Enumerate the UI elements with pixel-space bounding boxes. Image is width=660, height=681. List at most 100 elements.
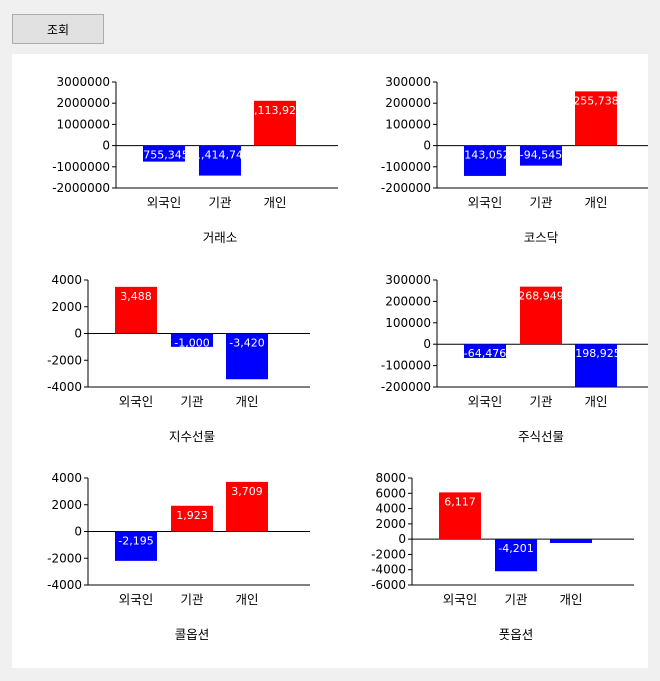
data-label: -198,925 — [571, 347, 620, 360]
y-tick-label: 6000 — [375, 486, 406, 500]
bar — [226, 481, 268, 532]
y-tick-label: 300000 — [385, 273, 431, 287]
category-label: 외국인 — [468, 195, 503, 210]
y-tick-label: 0 — [423, 139, 431, 153]
category-label: 외국인 — [119, 592, 154, 607]
y-tick-label: 2000000 — [57, 96, 110, 110]
y-tick-label: -100000 — [381, 359, 431, 373]
bar — [226, 333, 268, 380]
bar — [520, 286, 562, 345]
data-label: 1,923 — [176, 509, 208, 522]
query-button[interactable]: 조회 — [12, 14, 104, 44]
bar — [143, 145, 185, 162]
y-tick-label: 4000 — [375, 502, 406, 516]
y-tick-label: 100000 — [385, 117, 431, 131]
bar — [550, 539, 592, 543]
bar — [171, 505, 213, 532]
y-tick-label: -4000 — [47, 380, 82, 394]
bar — [115, 531, 157, 561]
y-tick-label: -2000000 — [52, 181, 110, 195]
chart-title: 코스닥 — [524, 230, 559, 245]
chart-5: 4000 2000 0 -2000 -4000 -2,195 외국인 1,923 기관 3,709… — [47, 471, 310, 642]
bar — [439, 492, 481, 540]
y-tick-label: -4000 — [371, 563, 406, 577]
y-tick-label: 1000000 — [57, 117, 110, 131]
data-label: 2,113,924 — [247, 104, 303, 117]
bar — [575, 344, 617, 387]
bar — [464, 145, 506, 176]
y-tick-label: -1000000 — [52, 160, 110, 174]
data-label: -3,420 — [229, 337, 264, 350]
y-tick-label: -2000 — [47, 353, 82, 367]
y-tick-label: 0 — [398, 532, 406, 546]
data-label: -143,052 — [460, 149, 509, 162]
y-tick-label: -2000 — [371, 547, 406, 561]
y-tick-label: 2000 — [51, 300, 82, 314]
y-tick-label: 3000000 — [57, 75, 110, 89]
data-label: -1,414,741 — [190, 149, 250, 162]
bar — [464, 344, 506, 358]
category-label: 기관 — [180, 394, 204, 409]
data-label: -94,545 — [520, 149, 562, 162]
category-label: 기관 — [504, 592, 528, 607]
data-label: 3,709 — [231, 485, 263, 498]
category-label: 기관 — [529, 394, 553, 409]
category-label: 개인 — [584, 195, 607, 210]
y-tick-label: -2000 — [47, 551, 82, 565]
chart-panel: 3000000 2000000 1000000 0 -1000000 -2000000 -7… — [12, 54, 648, 668]
data-label: -1,000 — [174, 337, 209, 350]
y-tick-label: -200000 — [381, 380, 431, 394]
category-label: 개인 — [235, 592, 258, 607]
y-tick-label: -100000 — [381, 160, 431, 174]
chart-3: 4000 2000 0 -2000 -4000 3,488 외국인 -1,000 기관 -3,42… — [47, 273, 310, 444]
bar — [254, 100, 296, 146]
category-label: 개인 — [584, 394, 607, 409]
bar — [199, 145, 241, 176]
y-tick-label: 0 — [74, 327, 82, 341]
category-label: 기관 — [529, 195, 553, 210]
category-label: 외국인 — [147, 195, 182, 210]
y-tick-label: 2000 — [51, 498, 82, 512]
chart-4: 300000 200000 100000 0 -100000 -200000 -64,476… — [381, 273, 648, 444]
y-tick-label: -6000 — [371, 578, 406, 592]
data-label: -755,345 — [139, 149, 188, 162]
y-tick-label: 0 — [102, 139, 110, 153]
category-label: 외국인 — [119, 394, 154, 409]
y-tick-label: 0 — [423, 337, 431, 351]
chart-2: 300000 200000 100000 0 -100000 -200000 -143,05… — [381, 75, 648, 245]
chart-title: 콜옵션 — [175, 627, 210, 642]
chart-title: 주식선물 — [518, 429, 564, 444]
y-tick-label: 300000 — [385, 75, 431, 89]
bar — [575, 91, 617, 146]
bar — [115, 286, 157, 334]
chart-title: 거래소 — [203, 230, 238, 245]
data-label: 3,488 — [120, 290, 152, 303]
data-label: 268,949 — [518, 290, 564, 303]
category-label: 개인 — [235, 394, 258, 409]
category-label: 기관 — [180, 592, 204, 607]
y-tick-label: -200000 — [381, 181, 431, 195]
data-label: -64,476 — [464, 347, 506, 360]
y-tick-label: -4000 — [47, 578, 82, 592]
y-tick-label: 4000 — [51, 471, 82, 485]
data-label: 255,738 — [573, 94, 619, 107]
y-tick-label: 4000 — [51, 273, 82, 287]
charts-canvas: 3000000200000010000000-1000000-2000000-7… — [47, 75, 648, 642]
chart-1: 3000000 2000000 1000000 0 -1000000 -2000000 -7… — [52, 75, 338, 245]
category-label: 기관 — [208, 195, 232, 210]
data-label: -4,201 — [498, 542, 533, 555]
y-tick-label: 0 — [74, 525, 82, 539]
y-tick-label: 2000 — [375, 517, 406, 531]
data-label: 6,117 — [444, 495, 476, 508]
y-tick-label: 100000 — [385, 316, 431, 330]
category-label: 개인 — [559, 592, 582, 607]
bar — [495, 539, 537, 572]
category-label: 외국인 — [468, 394, 503, 409]
category-label: 외국인 — [443, 592, 478, 607]
data-label: -2,195 — [118, 535, 153, 548]
y-tick-label: 200000 — [385, 96, 431, 110]
bar — [520, 145, 562, 166]
chart-title: 풋옵션 — [499, 627, 534, 642]
y-tick-label: 8000 — [375, 471, 406, 485]
